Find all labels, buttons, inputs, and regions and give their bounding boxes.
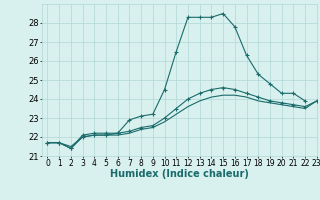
X-axis label: Humidex (Indice chaleur): Humidex (Indice chaleur)	[110, 169, 249, 179]
